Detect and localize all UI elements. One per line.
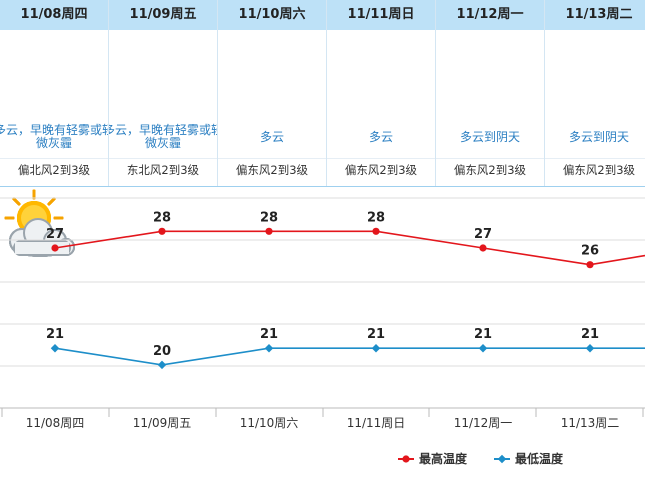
separator xyxy=(0,186,645,187)
data-label: 28 xyxy=(260,210,278,225)
day-wind: 偏东风2到3级 xyxy=(436,158,544,181)
day-wind: 偏东风2到3级 xyxy=(327,158,435,181)
data-point xyxy=(586,261,594,269)
data-label: 21 xyxy=(581,327,599,342)
data-point xyxy=(585,343,595,353)
sun-cloud-icon xyxy=(4,36,639,257)
data-point xyxy=(265,227,273,235)
day-wind: 偏北风2到3级 xyxy=(0,158,108,181)
data-label: 28 xyxy=(153,210,171,225)
day-date: 11/09周五 xyxy=(109,0,217,30)
data-point xyxy=(157,360,167,370)
data-label: 27 xyxy=(474,227,492,242)
data-label: 21 xyxy=(474,327,492,342)
data-point xyxy=(479,244,487,252)
legend: 最高温度 最低温度 xyxy=(398,451,564,466)
sun-cloud-icon xyxy=(4,36,312,257)
data-point xyxy=(372,227,380,235)
sun-cloud-icon xyxy=(4,36,530,257)
x-axis: 11/08周四 11/09周五 11/10周六 11/11周日 11/12周一 11/13… xyxy=(0,407,645,430)
day-wind: 东北风2到3级 xyxy=(109,158,217,181)
x-tick-label: 11/09周五 xyxy=(133,416,192,430)
x-tick-label: 11/08周四 xyxy=(26,416,85,430)
day-card: 11/09周五 多云，早晚有轻雾或轻微灰霾 东北风2到3级 xyxy=(4,0,218,257)
data-point xyxy=(50,343,60,353)
data-label: 21 xyxy=(46,327,64,342)
sun-cloud-icon xyxy=(4,36,203,257)
legend-marker xyxy=(497,454,507,464)
legend-marker xyxy=(402,455,410,463)
day-date: 11/08周四 xyxy=(0,0,108,30)
x-tick-label: 11/10周六 xyxy=(240,416,299,430)
data-point xyxy=(371,343,381,353)
data-point xyxy=(478,343,488,353)
data-label: 26 xyxy=(581,244,599,259)
day-date: 11/10周六 xyxy=(218,0,326,30)
forecast-days: 11/08周四 多云，早晚有轻雾或轻微灰霾 偏北风2到3级 11/09周五 多云… xyxy=(0,0,645,257)
day-wind: 偏东风2到3级 xyxy=(218,158,326,181)
day-weather-desc: 多云 xyxy=(259,129,284,144)
data-label: 27 xyxy=(46,227,64,242)
day-card: 11/12周一 多云到阴天 偏东风2到3级 xyxy=(4,0,545,257)
legend-label: 最高温度 xyxy=(419,451,468,466)
x-tick-label: 11/12周一 xyxy=(454,416,513,430)
day-weather-desc: 多云 xyxy=(368,129,393,144)
day-wind: 偏东风2到3级 xyxy=(545,158,645,181)
sun-cloud-icon xyxy=(4,36,421,257)
day-date: 11/13周二 xyxy=(545,0,645,30)
day-card: 11/11周日 多云 偏东风2到3级 xyxy=(4,0,436,257)
series-lines: 27 28 28 28 27 26 21 20 21 21 21 21 xyxy=(46,210,645,370)
series-line xyxy=(54,347,645,366)
data-point xyxy=(51,244,59,252)
legend-label: 最低温度 xyxy=(515,451,564,466)
x-tick-label: 11/13周二 xyxy=(561,416,620,430)
data-label: 21 xyxy=(260,327,278,342)
x-tick-label: 11/11周日 xyxy=(347,416,406,430)
day-date: 11/11周日 xyxy=(327,0,435,30)
data-point xyxy=(264,343,274,353)
data-point xyxy=(158,227,166,235)
day-card: 11/10周六 多云 偏东风2到3级 xyxy=(4,0,327,257)
day-weather-desc: 多云，早晚有轻雾或轻微灰霾 xyxy=(0,123,109,150)
day-card: 11/13周二 多云到阴天 偏东风2到3级 xyxy=(4,0,645,257)
day-weather-desc: 多云到阴天 xyxy=(459,129,520,144)
day-weather-desc: 多云，早晚有轻雾或轻微灰霾 xyxy=(109,123,218,150)
grid xyxy=(0,197,645,367)
data-label: 21 xyxy=(367,327,385,342)
data-label: 20 xyxy=(153,344,171,359)
day-card: 11/08周四 多云，早晚有轻雾或轻微灰霾 偏北风2到3级 xyxy=(0,0,109,257)
sun-cloud-icon xyxy=(4,36,94,257)
series-line xyxy=(54,230,645,266)
day-date: 11/12周一 xyxy=(436,0,544,30)
data-label: 28 xyxy=(367,210,385,225)
day-weather-desc: 多云到阴天 xyxy=(568,129,629,144)
